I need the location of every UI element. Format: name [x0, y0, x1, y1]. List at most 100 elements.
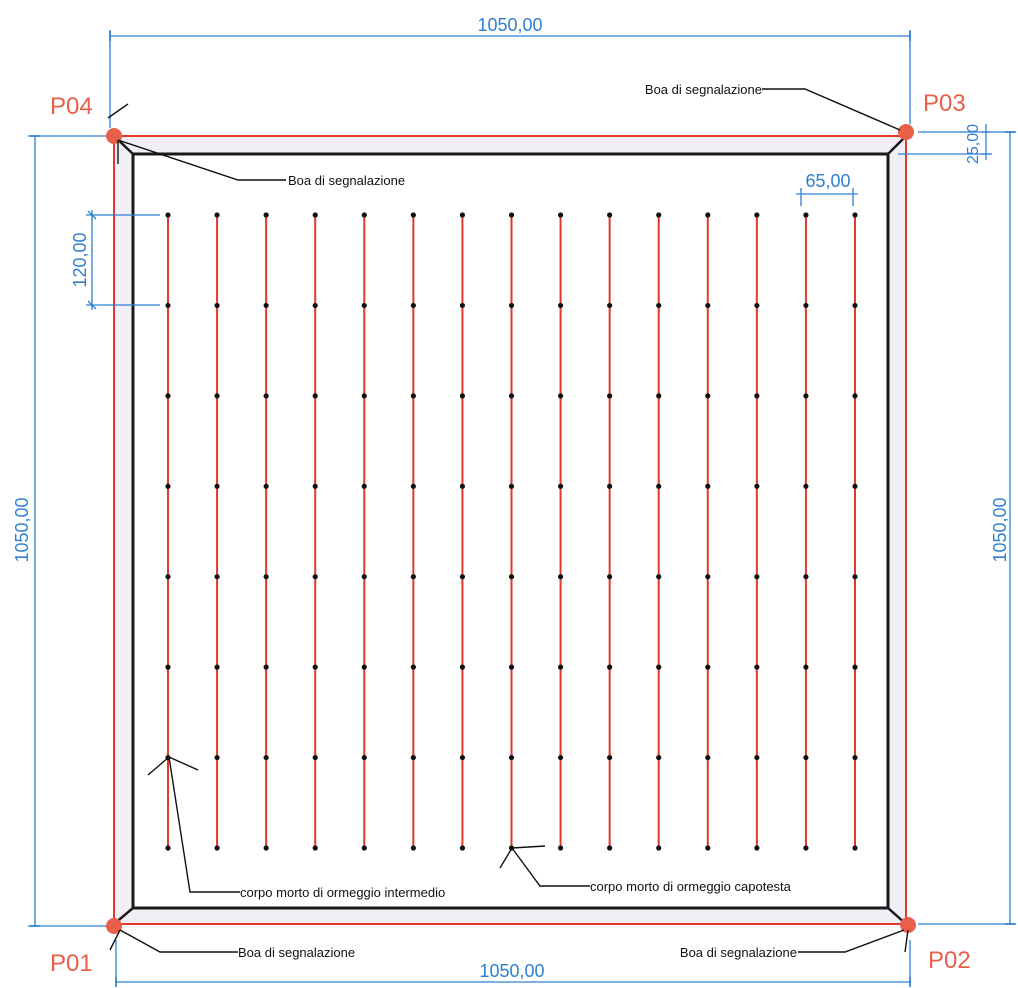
anchor-point	[705, 302, 711, 309]
anchor-point	[607, 845, 613, 851]
anchor-point	[754, 483, 760, 489]
anchor-point	[754, 302, 760, 309]
anchor-point	[557, 845, 564, 851]
anchor-point	[705, 754, 711, 761]
corner-label-p01: P01	[50, 950, 93, 977]
anchor-point	[459, 664, 466, 670]
anchor-point	[312, 393, 318, 399]
callout-buoy-p01: Boa di segnalazione	[238, 945, 355, 960]
anchor-point	[607, 212, 613, 218]
anchor-point	[312, 212, 318, 218]
dim-right-height: 1050,00	[990, 497, 1010, 562]
anchor-point	[263, 483, 269, 489]
corner-diagonals	[113, 135, 907, 925]
anchor-point	[312, 754, 318, 761]
anchor-point	[459, 574, 466, 580]
callout-buoy-p02: Boa di segnalazione	[680, 945, 797, 960]
anchor-point	[312, 574, 318, 580]
anchor-point	[312, 302, 318, 309]
anchor-point	[803, 754, 809, 761]
anchor-point	[852, 845, 858, 851]
anchor-point	[410, 212, 416, 218]
anchor-point	[607, 393, 613, 399]
anchor-point	[508, 212, 515, 218]
anchor-point	[557, 212, 564, 218]
boundary-band	[114, 136, 906, 924]
anchor-point	[165, 302, 171, 309]
anchor-point	[557, 302, 564, 309]
anchor-point	[803, 664, 809, 670]
anchor-point	[656, 483, 662, 489]
anchor-point	[508, 302, 515, 309]
corner-label-p04: P04	[50, 93, 93, 120]
anchor-point	[410, 393, 416, 399]
anchor-point	[410, 302, 416, 309]
anchor-point	[557, 754, 564, 761]
anchor-point	[361, 754, 367, 761]
anchor-point	[852, 393, 858, 399]
anchor-point	[214, 302, 220, 309]
anchor-point	[214, 483, 220, 489]
anchor-point	[852, 212, 858, 218]
anchor-point	[803, 574, 809, 580]
anchor-point	[361, 664, 367, 670]
anchor-point	[361, 845, 367, 851]
anchor-point	[361, 302, 367, 309]
anchor-point	[263, 302, 269, 309]
anchor-point	[852, 483, 858, 489]
dim-bottom-width: 1050,00	[479, 961, 544, 981]
anchor-point	[214, 664, 220, 670]
anchor-point	[803, 483, 809, 489]
corner-label-p03: P03	[923, 90, 966, 117]
anchor-point	[557, 393, 564, 399]
callout-buoy-p04: Boa di segnalazione	[288, 173, 405, 188]
dim-border-offset: 25,00	[965, 124, 982, 164]
anchor-point	[263, 574, 269, 580]
anchor-point	[852, 574, 858, 580]
anchor-point	[705, 845, 711, 851]
anchor-point	[852, 754, 858, 761]
anchor-point	[557, 483, 564, 489]
longline-grid	[165, 212, 858, 851]
callout-leaders	[107, 88, 909, 953]
anchor-point	[656, 754, 662, 761]
buoy-p04	[106, 128, 122, 144]
anchor-point	[312, 664, 318, 670]
anchor-point	[656, 845, 662, 851]
anchor-point	[557, 574, 564, 580]
anchor-point	[165, 393, 171, 399]
anchor-point	[410, 574, 416, 580]
anchor-point	[165, 483, 171, 489]
anchor-point	[214, 754, 220, 761]
anchor-point	[852, 302, 858, 309]
anchor-point	[803, 845, 809, 851]
anchor-point	[361, 574, 367, 580]
anchor-point	[557, 664, 564, 670]
anchor-point	[754, 664, 760, 670]
anchor-point	[361, 212, 367, 218]
anchor-point	[508, 754, 515, 761]
anchor-point	[165, 845, 171, 851]
anchor-point	[852, 664, 858, 670]
anchor-point	[754, 212, 760, 218]
anchor-point	[410, 483, 416, 489]
dimension-lines	[28, 30, 1016, 988]
anchor-point	[312, 483, 318, 489]
anchor-point	[705, 393, 711, 399]
anchor-point	[165, 664, 171, 670]
anchor-point	[607, 664, 613, 670]
corner-label-p02: P02	[928, 947, 971, 974]
anchor-point	[754, 845, 760, 851]
anchor-point	[607, 574, 613, 580]
anchor-point	[459, 845, 466, 851]
callout-buoy-p03: Boa di segnalazione	[645, 82, 762, 97]
callout-intermediate-mooring: corpo morto di ormeggio intermedio	[240, 885, 445, 900]
anchor-point	[165, 212, 171, 218]
anchor-point	[754, 574, 760, 580]
anchor-point	[214, 574, 220, 580]
anchor-point	[754, 754, 760, 761]
anchor-point	[410, 754, 416, 761]
anchor-point	[214, 845, 220, 851]
anchor-point	[656, 664, 662, 670]
